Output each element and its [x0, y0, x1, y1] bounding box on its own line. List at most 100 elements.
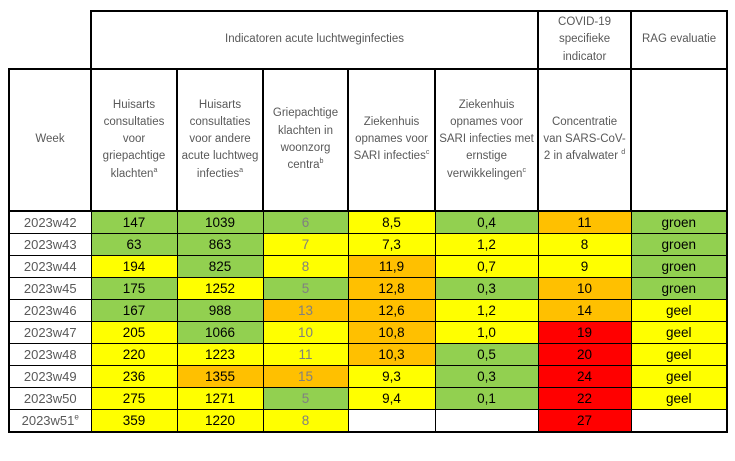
- value-cell: 11,9: [347, 254, 436, 278]
- value-cell: 8: [262, 254, 349, 278]
- value-cell: 0,4: [434, 210, 539, 234]
- value-cell: 988: [176, 298, 264, 322]
- table-row: 2023w47 205 1066 10 10,8 1,0 19 geel: [8, 320, 729, 344]
- week-cell: 2023w43: [8, 232, 92, 256]
- value-cell: 1039: [176, 210, 264, 234]
- value-cell: 12,6: [347, 298, 436, 322]
- value-cell: 9: [537, 254, 632, 278]
- week-cell: 2023w48: [8, 342, 92, 366]
- footnote-marker: e: [74, 412, 79, 422]
- value-cell: 1271: [176, 386, 264, 410]
- value-cell: 1220: [176, 408, 264, 433]
- table-row: 2023w42 147 1039 6 8,5 0,4 11 groen: [8, 210, 729, 234]
- value-cell: 0,1: [434, 386, 539, 410]
- value-cell: 19: [537, 320, 632, 344]
- value-cell: 10,3: [347, 342, 436, 366]
- value-cell: 10,8: [347, 320, 436, 344]
- rag-cell: geel: [630, 386, 729, 410]
- week-cell: 2023w42: [8, 210, 92, 234]
- value-cell: 236: [90, 364, 178, 388]
- table-row: 2023w51e 359 1220 8 27: [8, 408, 729, 433]
- value-cell: 13: [262, 298, 349, 322]
- column-header-label: Ziekenhuis opnames voor SARI infecties m…: [439, 98, 534, 180]
- column-header-label: Huisarts consultaties voor griepachtige …: [102, 98, 166, 180]
- column-header-sari: Ziekenhuis opnames voor SARI infectiesc: [347, 67, 436, 212]
- table-row: 2023w45 175 1252 5 12,8 0,3 10 groen: [8, 276, 729, 300]
- value-cell: 11: [537, 210, 632, 234]
- column-header-huisarts-andere: Huisarts consultaties voor andere acute …: [176, 67, 264, 212]
- value-cell: [434, 408, 539, 433]
- footnote-marker: b: [319, 157, 324, 166]
- rag-cell: groen: [630, 276, 729, 300]
- value-cell: 63: [90, 232, 178, 256]
- group-header-row: Indicatoren acute luchtweginfecties COVI…: [9, 10, 729, 70]
- table-row: 2023w49 236 1355 15 9,3 0,3 24 geel: [8, 364, 729, 388]
- value-cell: 12,8: [347, 276, 436, 300]
- value-cell: 24: [537, 364, 632, 388]
- table-row: 2023w48 220 1223 11 10,3 0,5 20 geel: [8, 342, 729, 366]
- value-cell: 0,5: [434, 342, 539, 366]
- week-cell: 2023w47: [8, 320, 92, 344]
- blank-corner-cell: [9, 11, 91, 69]
- value-cell: 205: [90, 320, 178, 344]
- rag-cell: [630, 408, 729, 433]
- value-cell: 1355: [176, 364, 264, 388]
- value-cell: 1,2: [434, 298, 539, 322]
- column-header-afvalwater: Concentratie van SARS-CoV-2 in afvalwate…: [537, 67, 633, 212]
- week-cell: 2023w45: [8, 276, 92, 300]
- rag-cell: groen: [630, 232, 729, 256]
- value-cell: 175: [90, 276, 178, 300]
- group-header-indicators: Indicatoren acute luchtweginfecties: [89, 10, 540, 70]
- value-cell: 9,4: [347, 386, 436, 410]
- rag-cell: groen: [630, 210, 729, 234]
- week-cell: 2023w50: [8, 386, 92, 410]
- value-cell: 275: [90, 386, 178, 410]
- value-cell: 1223: [176, 342, 264, 366]
- week-cell: 2023w51e: [8, 408, 92, 433]
- footnote-marker: c: [425, 148, 430, 157]
- value-cell: 825: [176, 254, 264, 278]
- value-cell: 1,0: [434, 320, 539, 344]
- value-cell: 8,5: [347, 210, 436, 234]
- column-header-row: Week Huisarts consultaties voor griepach…: [8, 67, 729, 212]
- group-header-covid: COVID-19 specifieke indicator: [537, 10, 633, 70]
- rag-cell: geel: [630, 320, 729, 344]
- column-header-sari-ernstig: Ziekenhuis opnames voor SARI infecties m…: [433, 67, 540, 212]
- rag-cell: geel: [630, 364, 729, 388]
- rag-empty-header-cell: [630, 67, 729, 212]
- column-header-woonzorg: Griepachtige klachten in woonzorg centra…: [262, 67, 349, 212]
- value-cell: 7,3: [347, 232, 436, 256]
- value-cell: [347, 408, 436, 433]
- value-cell: 11: [262, 342, 349, 366]
- footnote-marker: a: [153, 165, 158, 174]
- value-cell: 15: [262, 364, 349, 388]
- table-body: 2023w42 147 1039 6 8,5 0,4 11 groen 2023w43 63 863…: [8, 210, 729, 433]
- rag-cell: geel: [630, 298, 729, 322]
- value-cell: 0,7: [434, 254, 539, 278]
- week-cell: 2023w44: [8, 254, 92, 278]
- rag-cell: geel: [630, 342, 729, 366]
- column-header-label: Griepachtige klachten in woonzorg centra: [272, 107, 339, 171]
- value-cell: 863: [176, 232, 264, 256]
- value-cell: 20: [537, 342, 632, 366]
- table-row: 2023w46 167 988 13 12,6 1,2 14 geel: [8, 298, 729, 322]
- value-cell: 359: [90, 408, 178, 433]
- week-cell: 2023w46: [8, 298, 92, 322]
- value-cell: 6: [262, 210, 349, 234]
- week-cell: 2023w49: [8, 364, 92, 388]
- value-cell: 22: [537, 386, 632, 410]
- table-row: 2023w43 63 863 7 7,3 1,2 8 groen: [8, 232, 729, 256]
- value-cell: 5: [262, 386, 349, 410]
- value-cell: 0,3: [434, 364, 539, 388]
- value-cell: 8: [262, 408, 349, 433]
- value-cell: 10: [262, 320, 349, 344]
- column-header-label: Concentratie van SARS-CoV-2 in afvalwate…: [543, 115, 626, 163]
- table-row: 2023w44 194 825 8 11,9 0,7 9 groen: [8, 254, 729, 278]
- value-cell: 5: [262, 276, 349, 300]
- value-cell: 9,3: [347, 364, 436, 388]
- value-cell: 1252: [176, 276, 264, 300]
- footnote-marker: c: [522, 165, 527, 174]
- column-header-huisarts-griep: Huisarts consultaties voor griepachtige …: [90, 67, 178, 212]
- value-cell: 14: [537, 298, 632, 322]
- value-cell: 10: [537, 276, 632, 300]
